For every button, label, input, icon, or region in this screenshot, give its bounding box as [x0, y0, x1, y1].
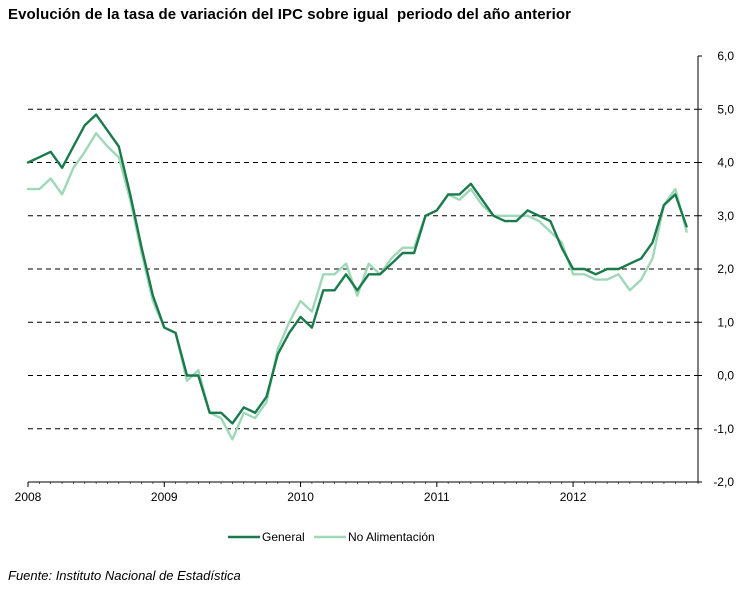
x-tick-label: 2011 [424, 490, 450, 504]
line-chart: 6,05,04,03,02,01,00,0-1,0-2,0 2008 2009 20… [15, 49, 735, 544]
y-tick-label: 2,0 [717, 262, 734, 276]
chart-title: Evolución de la tasa de variación del IP… [8, 6, 572, 23]
y-tick-label: 0,0 [717, 369, 734, 383]
series-line-general [26, 113, 688, 425]
series-lines [26, 113, 688, 441]
chart-source: Fuente: Instituto Nacional de Estadístic… [8, 568, 241, 583]
y-tick-label: 5,0 [717, 102, 734, 116]
x-tick-label: 2012 [560, 490, 587, 504]
y-tick-label: 1,0 [717, 315, 734, 329]
y-tick-label: 4,0 [717, 156, 734, 170]
legend: General No Alimentación [228, 530, 435, 544]
y-tick-label: -2,0 [713, 475, 734, 489]
gridlines [28, 108, 698, 430]
y-tick-label: -1,0 [713, 422, 734, 436]
y-tick-label: 6,0 [717, 49, 734, 63]
y-axis: 6,0 5,0 4,0 3,0 2,0 1,0 0,0 -1,0 -2,0 [697, 49, 734, 489]
legend-label: General [262, 530, 305, 544]
y-tick-label: 3,0 [717, 209, 734, 223]
x-tick-label: 2008 [15, 490, 42, 504]
legend-label: No Alimentación [348, 530, 435, 544]
x-axis: 2008 2009 2010 2011 2012 [15, 481, 699, 504]
x-tick-label: 2010 [287, 490, 314, 504]
x-tick-label: 2009 [151, 490, 178, 504]
